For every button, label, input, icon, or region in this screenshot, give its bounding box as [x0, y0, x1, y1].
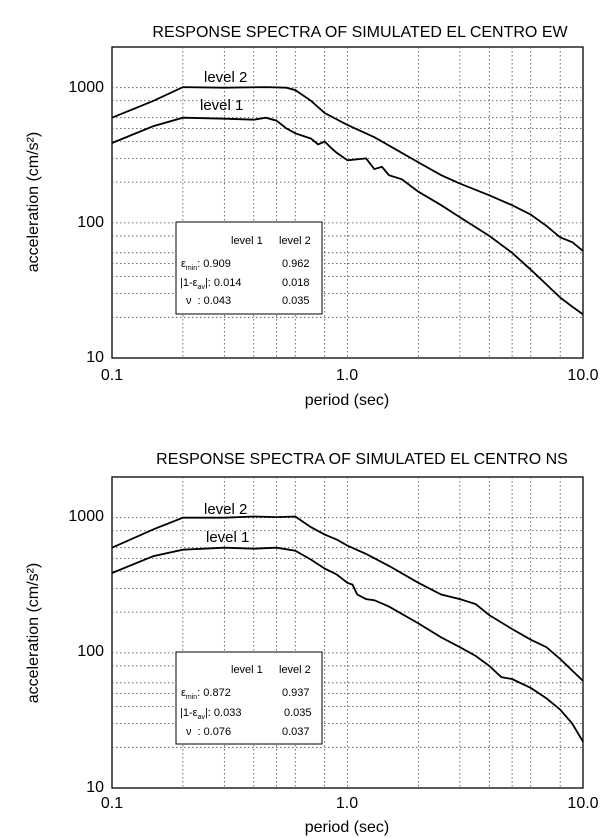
- series-label: level 2: [204, 501, 247, 518]
- label-main: ε: [181, 687, 186, 699]
- table-header: level 2: [279, 664, 311, 676]
- x-tick-label: 0.1: [101, 367, 123, 384]
- table-cell: 0.037: [282, 726, 310, 738]
- chart-ew: RESPONSE SPECTRA OF SIMULATED EL CENTRO …: [25, 24, 599, 409]
- y-axis-label: acceleration (cm/s²): [25, 563, 42, 703]
- y-axis-label: acceleration (cm/s²): [25, 132, 42, 272]
- y-tick-label: 1000: [68, 508, 104, 525]
- table-row-label: εmin: 0.872: [181, 687, 231, 701]
- series-line-level-2: [111, 86, 584, 252]
- series-lines: [111, 86, 584, 316]
- table-row-label: ν : 0.076: [186, 726, 231, 738]
- table-row-label: |1-εav|: 0.033: [180, 707, 241, 721]
- series-line-level-2: [111, 515, 584, 682]
- series-lines: [111, 515, 584, 743]
- label-tail: |: 0.033: [205, 707, 242, 719]
- y-tick-label: 100: [77, 643, 104, 660]
- table-row-label: |1-εav|: 0.014: [180, 277, 241, 291]
- table-cell: 0.018: [282, 277, 310, 289]
- x-tick-label: 10.0: [567, 795, 598, 812]
- y-tick-label: 10: [86, 349, 104, 366]
- series-line-level-1: [111, 546, 584, 743]
- label-tail: |: 0.014: [205, 277, 242, 289]
- table-header: level 1: [231, 235, 263, 247]
- label-main: |1-ε: [180, 707, 198, 719]
- label-main: ν: [186, 295, 192, 307]
- label-tail: : 0.872: [197, 687, 231, 699]
- x-axis-label: period (sec): [305, 392, 389, 409]
- table-cell: 0.937: [282, 687, 310, 699]
- table-cell: 0.035: [282, 295, 310, 307]
- label-tail: : 0.076: [198, 726, 232, 738]
- table-cell: 0.962: [282, 258, 310, 270]
- x-axis-label: period (sec): [305, 819, 389, 836]
- y-tick-label: 10: [86, 779, 104, 796]
- label-tail: : 0.909: [197, 258, 231, 270]
- table-row-label: εmin: 0.909: [181, 258, 231, 272]
- table-header: level 1: [231, 664, 263, 676]
- table-header: level 2: [279, 235, 311, 247]
- label-tail: : 0.043: [198, 295, 232, 307]
- annotation-table: level 1 level 2 εmin: 0.872 0.937 |1-εav…: [175, 651, 323, 745]
- label-main: |1-ε: [180, 277, 198, 289]
- chart-title: RESPONSE SPECTRA OF SIMULATED EL CENTRO …: [152, 24, 568, 41]
- tick-labels: 0.1 1.0 10.0 10 100 1000: [68, 508, 598, 812]
- label-main: ν: [186, 726, 192, 738]
- y-tick-label: 1000: [68, 79, 104, 96]
- grid: [112, 47, 583, 358]
- chart-ns: RESPONSE SPECTRA OF SIMULATED EL CENTRO …: [25, 451, 599, 836]
- x-tick-label: 1.0: [336, 795, 358, 812]
- x-tick-label: 10.0: [567, 367, 598, 384]
- table-row-label: ν : 0.043: [186, 295, 231, 307]
- annotation-table: level 1 level 2 εmin: 0.909 0.962 |1-εav…: [175, 221, 323, 315]
- chart-title: RESPONSE SPECTRA OF SIMULATED EL CENTRO …: [156, 451, 568, 468]
- series-label: level 1: [200, 97, 243, 114]
- grid: [112, 477, 583, 788]
- label-sub: min: [186, 694, 197, 701]
- table-cell: 0.035: [284, 707, 312, 719]
- annotation-table-box: [175, 651, 323, 745]
- series-label: level 2: [204, 69, 247, 86]
- tick-labels: 0.1 1.0 10.0 10 100 1000: [68, 79, 598, 384]
- x-tick-label: 0.1: [101, 795, 123, 812]
- series-line-level-1: [111, 116, 584, 316]
- y-tick-label: 100: [77, 214, 104, 231]
- x-tick-label: 1.0: [336, 367, 358, 384]
- label-sub: min: [186, 265, 197, 272]
- label-sub: av: [198, 714, 206, 721]
- label-sub: av: [198, 284, 206, 291]
- series-label: level 1: [206, 529, 249, 546]
- label-main: ε: [181, 258, 186, 270]
- annotation-table-box: [175, 221, 323, 315]
